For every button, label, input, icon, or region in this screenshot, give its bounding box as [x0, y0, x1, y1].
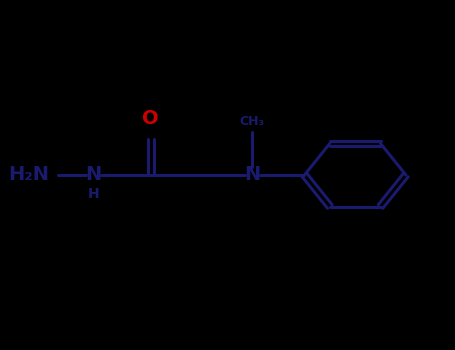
- Text: N: N: [86, 166, 102, 184]
- Text: H: H: [88, 187, 100, 201]
- Text: O: O: [142, 108, 159, 128]
- Text: N: N: [244, 166, 260, 184]
- Text: CH₃: CH₃: [240, 116, 265, 128]
- Text: H₂N: H₂N: [8, 166, 49, 184]
